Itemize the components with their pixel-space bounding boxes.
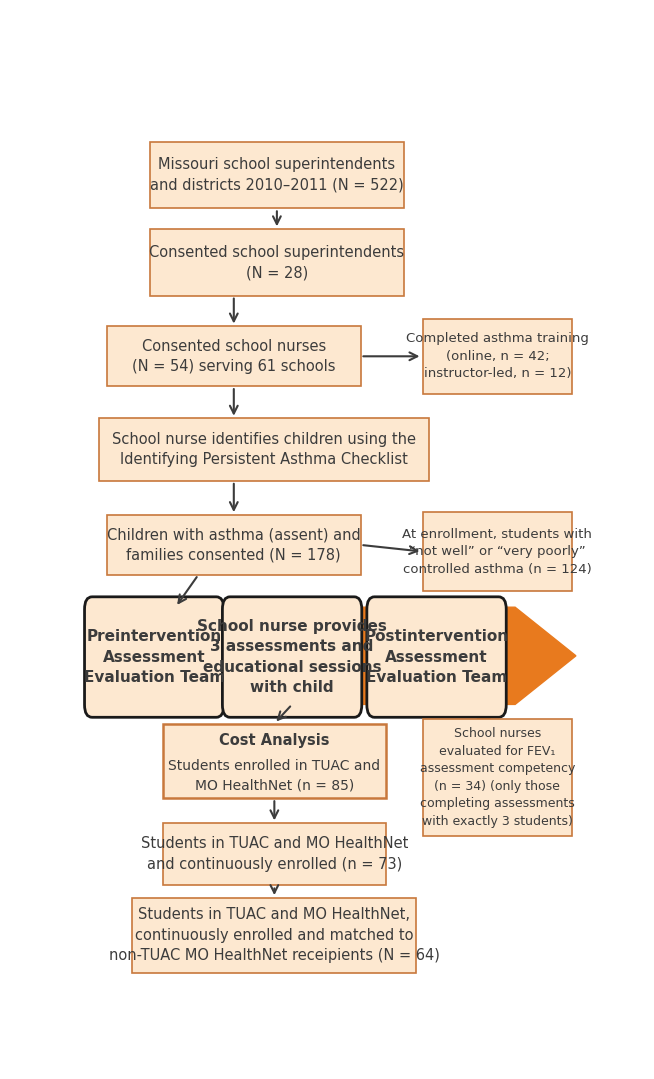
Text: School nurses
evaluated for FEV₁
assessment competency
(n = 34) (only those
comp: School nurses evaluated for FEV₁ assessm… xyxy=(420,727,575,828)
FancyBboxPatch shape xyxy=(422,319,572,394)
FancyBboxPatch shape xyxy=(222,597,362,718)
Polygon shape xyxy=(90,607,576,705)
Text: Consented school superintendents
(N = 28): Consented school superintendents (N = 28… xyxy=(149,245,404,281)
FancyBboxPatch shape xyxy=(132,898,417,973)
Text: School nurse identifies children using the
Identifying Persistent Asthma Checkli: School nurse identifies children using t… xyxy=(112,432,416,467)
Polygon shape xyxy=(470,705,498,809)
Text: Students in TUAC and MO HealthNet
and continuously enrolled (n = 73): Students in TUAC and MO HealthNet and co… xyxy=(141,836,408,872)
Text: Children with asthma (assent) and
families consented (N = 178): Children with asthma (assent) and famili… xyxy=(107,528,360,562)
Text: Cost Analysis: Cost Analysis xyxy=(219,733,330,748)
Text: Preintervention
Assessment
Evaluation Team: Preintervention Assessment Evaluation Te… xyxy=(84,629,225,685)
FancyBboxPatch shape xyxy=(84,597,224,718)
FancyBboxPatch shape xyxy=(163,724,386,798)
Text: Students enrolled in TUAC and
MO HealthNet (n = 85): Students enrolled in TUAC and MO HealthN… xyxy=(168,760,381,792)
FancyBboxPatch shape xyxy=(422,720,572,835)
FancyBboxPatch shape xyxy=(163,823,386,885)
FancyBboxPatch shape xyxy=(150,142,404,208)
FancyBboxPatch shape xyxy=(150,229,404,296)
FancyBboxPatch shape xyxy=(107,515,360,575)
FancyBboxPatch shape xyxy=(99,419,429,480)
Text: At enrollment, students with
“not well” or “very poorly”
controlled asthma (n = : At enrollment, students with “not well” … xyxy=(402,528,593,575)
FancyBboxPatch shape xyxy=(422,513,572,591)
Text: Missouri school superintendents
and districts 2010–2011 (N = 522): Missouri school superintendents and dist… xyxy=(150,158,404,193)
FancyBboxPatch shape xyxy=(367,597,506,718)
Text: Consented school nurses
(N = 54) serving 61 schools: Consented school nurses (N = 54) serving… xyxy=(132,339,336,374)
Text: Students in TUAC and MO HealthNet,
continuously enrolled and matched to
non-TUAC: Students in TUAC and MO HealthNet, conti… xyxy=(109,907,439,964)
Text: Completed asthma training
(online, n = 42;
instructor-led, n = 12): Completed asthma training (online, n = 4… xyxy=(406,332,589,380)
Text: Postintervention
Assessment
Evaluation Team: Postintervention Assessment Evaluation T… xyxy=(364,629,509,685)
FancyBboxPatch shape xyxy=(107,326,360,386)
Text: School nurse provides
3 assessments and
educational sessions
with child: School nurse provides 3 assessments and … xyxy=(197,619,387,695)
